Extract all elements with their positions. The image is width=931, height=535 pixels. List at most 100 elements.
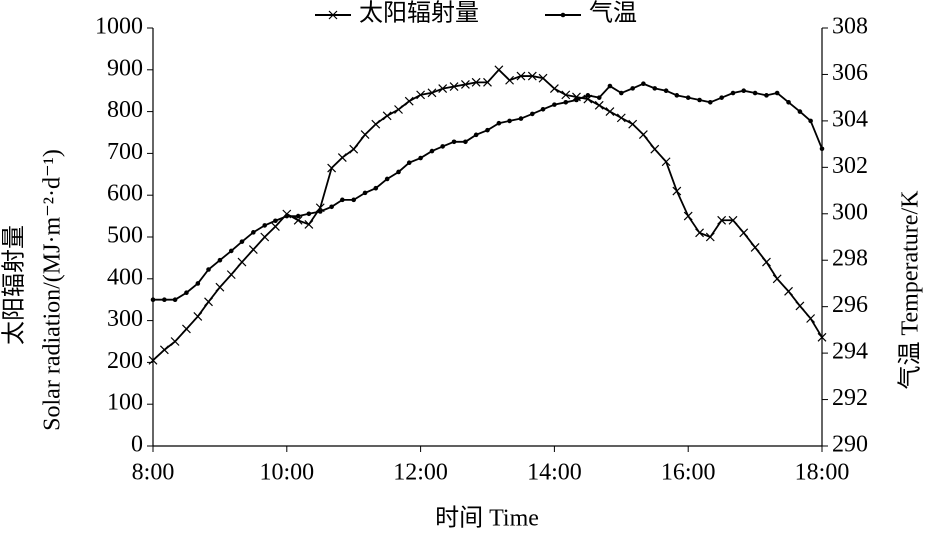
data-point	[561, 90, 571, 100]
data-point	[817, 332, 827, 342]
data-point	[705, 232, 715, 242]
y2-tick-label: 290	[832, 432, 868, 458]
data-point	[630, 86, 635, 91]
data-point	[404, 96, 414, 106]
y2-tick-label: 304	[832, 106, 868, 132]
data-point	[494, 65, 504, 75]
data-point	[217, 257, 223, 263]
x-axis-title: 时间 Time	[435, 505, 539, 532]
data-point	[162, 297, 167, 303]
y2-axis-title: 气温 Temperature/K	[897, 190, 924, 390]
data-point	[237, 257, 247, 267]
legend-marker	[328, 10, 338, 20]
y-tick-label: 1000	[95, 14, 143, 40]
data-point	[549, 84, 559, 94]
data-point	[619, 90, 624, 96]
data-point	[483, 77, 492, 87]
data-point	[248, 245, 258, 254]
data-point	[460, 80, 470, 89]
data-point	[159, 345, 169, 355]
data-point	[228, 248, 234, 254]
legend-marker	[560, 12, 566, 18]
y-tick-label: 300	[107, 306, 143, 332]
data-point	[406, 160, 412, 165]
data-point	[304, 220, 314, 229]
data-point	[585, 93, 591, 98]
data-point	[641, 81, 646, 87]
data-point	[382, 111, 392, 121]
data-point	[819, 146, 825, 152]
data-point	[516, 71, 526, 81]
data-point	[295, 213, 301, 219]
data-point	[262, 223, 268, 228]
data-point	[786, 100, 791, 105]
data-point	[371, 119, 381, 129]
data-point	[362, 190, 368, 196]
x-tick-label: 16:00	[661, 460, 716, 486]
data-point	[182, 324, 191, 334]
data-point	[150, 297, 156, 303]
data-point	[284, 213, 290, 219]
data-point	[663, 88, 669, 93]
data-point	[697, 97, 702, 103]
data-point	[440, 144, 445, 149]
data-point	[527, 71, 537, 81]
data-point	[628, 119, 638, 129]
data-point	[674, 93, 680, 98]
data-point	[806, 314, 816, 323]
x-tick-label: 14:00	[527, 460, 582, 486]
data-point	[327, 163, 337, 173]
data-point	[730, 90, 736, 96]
y-tick-label: 100	[107, 390, 143, 416]
data-point	[552, 102, 557, 107]
data-point	[438, 84, 448, 94]
data-point	[607, 83, 613, 89]
data-point	[329, 204, 334, 210]
data-point	[507, 118, 512, 124]
data-point	[373, 185, 379, 191]
data-point	[293, 215, 303, 225]
data-point	[728, 215, 738, 225]
data-point	[774, 90, 780, 96]
data-point	[239, 239, 245, 244]
data-point	[226, 270, 236, 280]
data-point	[204, 297, 213, 307]
data-point	[605, 107, 615, 117]
data-point	[672, 186, 682, 196]
data-point	[215, 282, 225, 292]
y-tick-label: 200	[107, 348, 143, 374]
data-point	[193, 311, 203, 321]
data-point	[795, 301, 805, 311]
data-point	[650, 144, 660, 154]
y2-tick-label: 306	[832, 60, 868, 86]
data-point	[505, 75, 515, 85]
data-point	[416, 90, 426, 100]
data-point	[574, 97, 579, 103]
data-point	[596, 95, 602, 100]
data-point	[485, 127, 490, 133]
data-point	[752, 90, 758, 96]
data-point	[394, 105, 403, 114]
data-point	[148, 355, 158, 365]
legend-label: 气温	[589, 0, 637, 27]
data-point	[337, 153, 347, 163]
x-tick-label: 18:00	[795, 460, 850, 486]
data-point	[685, 95, 691, 100]
data-point	[463, 139, 468, 145]
data-point	[317, 209, 323, 214]
y-tick-label: 400	[107, 264, 143, 290]
data-point	[251, 230, 256, 235]
data-point	[764, 93, 769, 98]
y-axis-title: Solar radiation/(MJ·m⁻²·d⁻¹)	[40, 149, 66, 431]
data-point	[418, 155, 423, 161]
data-point	[427, 88, 437, 98]
y-tick-label: 900	[107, 55, 143, 81]
data-point	[808, 118, 813, 124]
y-tick-label: 500	[107, 223, 143, 249]
data-point	[451, 139, 457, 145]
data-point	[471, 77, 481, 87]
data-point	[797, 109, 803, 114]
data-point	[340, 197, 345, 203]
data-point	[719, 95, 724, 100]
